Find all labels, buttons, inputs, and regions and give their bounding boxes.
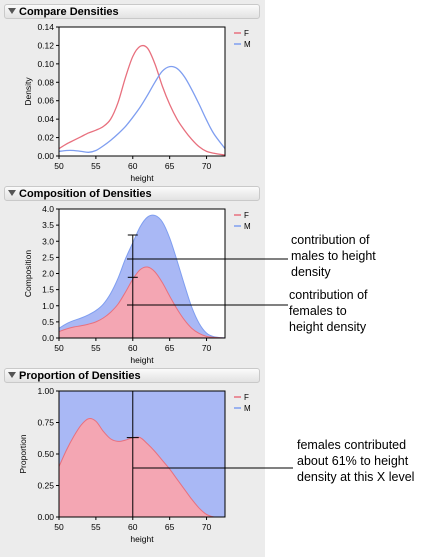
y-tick-label: 3.5 [42,220,54,230]
y-tick-label: 0.75 [37,418,54,428]
annotation-line-2: males to height [291,249,376,263]
annotation-line-1: contribution of [289,288,368,302]
y-tick-label: 3.0 [42,236,54,246]
females-annotation: contribution of females to height densit… [289,287,368,335]
x-axis-label: height [130,355,154,365]
plot-frame [58,26,226,157]
x-tick-label: 70 [202,343,212,353]
y-axis-label: Composition [23,250,33,298]
y-tick-label: 0.25 [37,481,54,491]
annotation-line-3: density [291,265,331,279]
y-tick-label: 1.0 [42,301,54,311]
x-axis-label: height [130,173,154,183]
y-tick-label: 0.06 [37,96,54,106]
panel-title: Composition of Densities [19,188,152,200]
y-tick-label: 0.00 [37,512,54,522]
y-tick-label: 2.5 [42,252,54,262]
legend-label-M: M [244,40,251,49]
annotation-line-1: females contributed [297,438,407,452]
y-axis-label: Density [23,77,33,106]
x-tick-label: 70 [202,522,212,532]
proportion-annotation: females contributed about 61% to height … [297,437,414,485]
x-tick-label: 60 [128,161,138,171]
y-tick-label: 0.00 [37,151,54,161]
x-tick-label: 65 [165,161,175,171]
x-axis-label: height [130,534,154,544]
annotation-line-2: about 61% to height [297,454,409,468]
series-area-F [59,266,225,338]
x-tick-label: 65 [165,522,175,532]
x-tick-label: 50 [54,161,64,171]
y-tick-label: 0.50 [37,449,54,459]
y-tick-label: 0.02 [37,133,54,143]
y-tick-label: 0.12 [37,40,54,50]
y-tick-label: 1.5 [42,285,54,295]
y-axis-label: Proportion [18,434,28,473]
y-tick-label: 0.5 [42,317,54,327]
series-line-M [59,65,225,153]
disclosure-triangle-icon[interactable] [8,372,16,378]
legend-label-F: F [244,29,249,38]
x-tick-label: 60 [128,343,138,353]
annotation-line-3: height density [289,320,367,334]
composition-densities-header[interactable]: Composition of Densities [4,186,260,201]
y-tick-label: 0.0 [42,333,54,343]
x-tick-label: 55 [91,343,101,353]
y-tick-label: 2.0 [42,269,54,279]
y-tick-label: 0.08 [37,77,54,87]
y-tick-label: 0.10 [37,59,54,69]
x-tick-label: 50 [54,522,64,532]
annotation-line-1: contribution of [291,233,370,247]
y-tick-label: 0.04 [37,114,54,124]
compare-densities-chart: 0.00 0.02 0.04 0.06 0.08 0.10 0.12 0.14 50 55 60 65… [23,22,251,183]
series-line-F [59,44,225,156]
proportion-densities-chart: 0.00 0.25 0.50 0.75 1.00 50 55 60 65 70 height Prop… [18,386,251,544]
disclosure-triangle-icon[interactable] [8,190,16,196]
annotation-line-3: density at this X level [297,470,415,484]
x-tick-label: 60 [128,522,138,532]
panel-title: Compare Densities [19,6,119,18]
males-annotation: contribution of males to height density [291,232,376,280]
panel-title: Proportion of Densities [19,370,141,382]
y-tick-label: 4.0 [42,204,54,214]
disclosure-triangle-icon[interactable] [8,8,16,14]
proportion-densities-header[interactable]: Proportion of Densities [4,368,260,383]
y-tick-label: 1.00 [37,386,54,396]
annotation-line-2: females to [289,304,347,318]
x-tick-label: 65 [165,343,175,353]
legend-label-F: F [244,211,249,220]
x-tick-label: 55 [91,522,101,532]
legend-label-M: M [244,404,251,413]
x-tick-label: 55 [91,161,101,171]
legend-label-M: M [244,222,251,231]
compare-densities-header[interactable]: Compare Densities [4,4,260,19]
legend-label-F: F [244,393,249,402]
x-tick-label: 50 [54,343,64,353]
composition-densities-chart: 0.0 0.5 1.0 1.5 2.0 2.5 3.0 3.5 4.0 50 55 60 65 70 hei… [23,204,251,365]
x-tick-label: 70 [202,161,212,171]
y-tick-label: 0.14 [37,22,54,32]
